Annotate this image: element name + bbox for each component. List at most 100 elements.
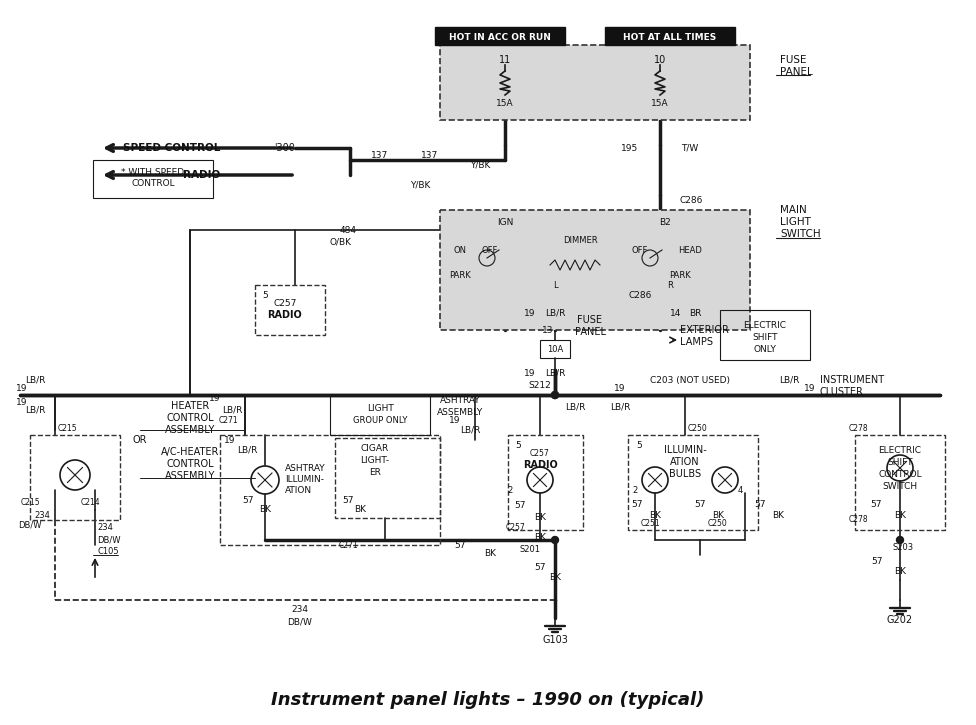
Text: ELECTRIC: ELECTRIC [878, 445, 921, 455]
Text: ON: ON [454, 246, 467, 254]
Text: BK: BK [649, 512, 661, 521]
Bar [255, 285, 325, 335]
Text: ONLY: ONLY [753, 344, 777, 354]
Text: DB/W: DB/W [97, 536, 120, 544]
Text: BK: BK [772, 512, 784, 521]
Text: 19: 19 [523, 368, 535, 378]
Text: BK: BK [894, 512, 906, 521]
Text: C278: C278 [848, 423, 868, 433]
Text: SHIFT: SHIFT [752, 333, 778, 341]
Text: BK: BK [549, 573, 561, 582]
Text: 57: 57 [454, 541, 466, 550]
Text: S212: S212 [529, 381, 551, 389]
Text: 57: 57 [343, 495, 353, 505]
Text: 57: 57 [534, 563, 546, 573]
Text: C105: C105 [97, 547, 119, 557]
Text: BK: BK [354, 505, 366, 515]
Text: T/W: T/W [681, 144, 699, 152]
Text: PANEL: PANEL [780, 67, 813, 77]
Text: CIGAR: CIGAR [361, 444, 389, 452]
Text: A/C-HEATER: A/C-HEATER [161, 447, 220, 457]
Text: 19: 19 [449, 415, 461, 425]
Text: LIGHT: LIGHT [367, 404, 393, 413]
Text: BULBS: BULBS [669, 469, 701, 479]
Text: O/BK: O/BK [329, 238, 351, 247]
Text: IGN: IGN [497, 218, 513, 226]
Text: 15A: 15A [496, 99, 513, 107]
Text: 57: 57 [754, 500, 766, 508]
Text: CLUSTER: CLUSTER [820, 387, 864, 397]
Text: C257: C257 [506, 523, 525, 531]
Text: RADIO: RADIO [183, 170, 220, 180]
Text: HEAD: HEAD [678, 246, 702, 254]
Text: G202: G202 [887, 615, 914, 625]
Text: DIMMER: DIMMER [563, 236, 597, 244]
Bar [540, 340, 570, 358]
Circle shape [897, 536, 904, 544]
Text: HOT IN ACC OR RUN: HOT IN ACC OR RUN [449, 33, 550, 41]
Text: C278: C278 [848, 515, 868, 524]
Text: C271: C271 [219, 415, 238, 425]
Text: 137: 137 [422, 151, 438, 160]
Text: PARK: PARK [670, 270, 691, 280]
Text: 57: 57 [871, 500, 881, 508]
Text: C250: C250 [709, 518, 728, 528]
Text: HOT AT ALL TIMES: HOT AT ALL TIMES [624, 33, 716, 41]
Text: ER: ER [369, 468, 381, 476]
Text: SHIFT: SHIFT [887, 457, 913, 466]
Text: LB/R: LB/R [545, 309, 565, 318]
Bar [220, 435, 440, 545]
Text: BK: BK [534, 513, 546, 521]
Text: CONTROL: CONTROL [131, 178, 175, 188]
Text: 57: 57 [872, 558, 882, 566]
Text: C203 (NOT USED): C203 (NOT USED) [650, 376, 730, 384]
Bar [435, 27, 565, 45]
Text: C215: C215 [58, 423, 78, 433]
Text: 15A: 15A [651, 99, 669, 107]
Text: C271: C271 [339, 541, 358, 550]
Text: 5: 5 [636, 441, 642, 450]
Text: 57: 57 [631, 500, 643, 508]
Text: BR: BR [689, 309, 701, 318]
Text: MAIN: MAIN [780, 205, 807, 215]
Text: 19: 19 [17, 397, 27, 407]
Bar [720, 310, 810, 360]
Text: C215: C215 [20, 497, 40, 507]
Text: 234: 234 [34, 510, 50, 520]
Text: ASSEMBLY: ASSEMBLY [165, 471, 215, 481]
Text: LIGHT: LIGHT [780, 217, 811, 227]
Text: Instrument panel lights – 1990 on (typical): Instrument panel lights – 1990 on (typic… [271, 691, 705, 709]
Text: 57: 57 [242, 495, 254, 505]
Text: LB/R: LB/R [565, 402, 586, 412]
Text: LB/R: LB/R [545, 368, 565, 378]
Text: GROUP ONLY: GROUP ONLY [352, 415, 407, 425]
Text: ASHTRAY: ASHTRAY [285, 463, 326, 473]
Text: 57: 57 [514, 500, 526, 510]
Text: C251: C251 [640, 518, 660, 528]
Text: FUSE: FUSE [780, 55, 806, 65]
Text: HEATER: HEATER [171, 401, 209, 411]
Text: C257: C257 [273, 299, 297, 307]
Text: EXTERIOR: EXTERIOR [680, 325, 729, 335]
Text: OFF: OFF [482, 246, 498, 254]
Text: L: L [552, 281, 557, 289]
Text: R: R [667, 281, 672, 289]
Text: DB/W: DB/W [19, 521, 42, 529]
Text: 2: 2 [632, 486, 637, 494]
Bar [605, 27, 735, 45]
Text: LB/R: LB/R [24, 405, 45, 415]
Text: PARK: PARK [449, 270, 470, 280]
Text: C286: C286 [629, 291, 652, 299]
Text: ELECTRIC: ELECTRIC [744, 320, 787, 329]
Text: SPEED CONTROL: SPEED CONTROL [123, 143, 220, 153]
Text: LB/R: LB/R [780, 376, 800, 384]
Text: C257: C257 [530, 449, 549, 457]
Text: 2: 2 [508, 486, 512, 494]
Text: 5: 5 [515, 441, 521, 450]
Text: OR: OR [133, 435, 147, 445]
Text: ILLUMIN-: ILLUMIN- [285, 474, 324, 484]
Text: C286: C286 [680, 196, 704, 204]
Text: '300: '300 [274, 143, 295, 153]
Text: 137: 137 [372, 151, 388, 160]
Text: LIGHT-: LIGHT- [360, 455, 389, 465]
